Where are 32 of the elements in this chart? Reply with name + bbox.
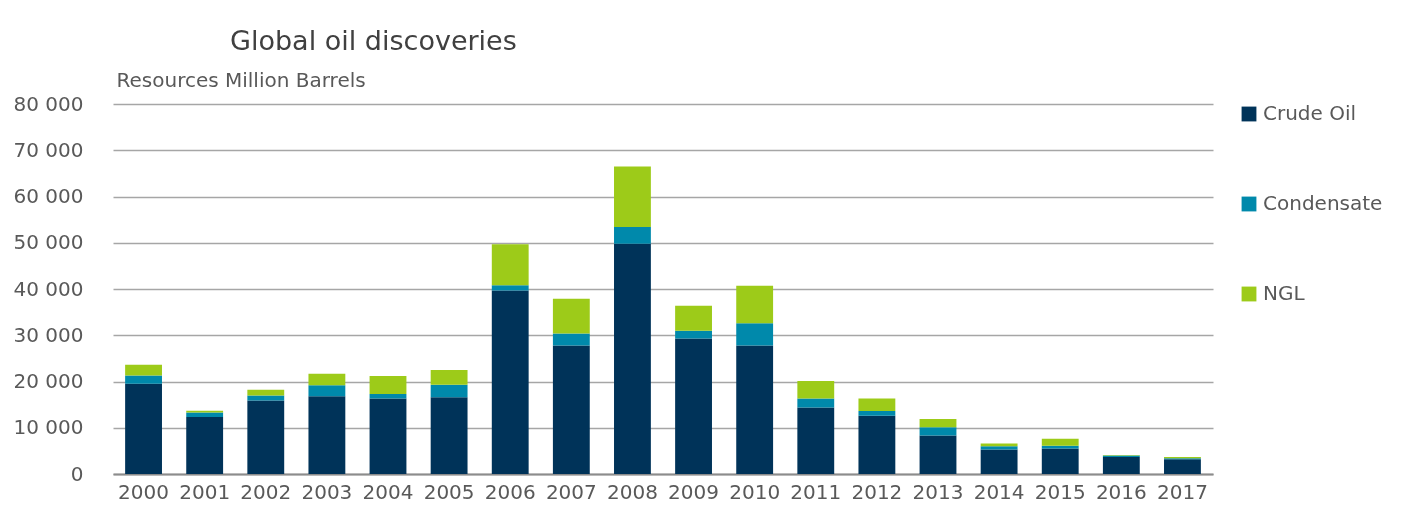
x-tick-label: 2002 [240, 479, 292, 504]
x-tick-label: 2005 [423, 479, 475, 504]
x-tick-label: 2007 [545, 479, 597, 504]
y-tick-label: 10 000 [13, 415, 84, 440]
y-tick-label: 30 000 [13, 322, 84, 347]
legend-label: Condensate [1263, 191, 1383, 215]
x-tick-label: 2001 [179, 479, 231, 504]
x-tick-label: 2017 [1156, 479, 1208, 504]
x-tick-label: 2004 [362, 479, 414, 504]
y-tick-label: 20 000 [13, 369, 84, 393]
x-tick-label: 2011 [790, 479, 842, 504]
legend-label: Crude Oil [1263, 101, 1357, 125]
y-tick-label: 0 [70, 461, 84, 486]
x-tick-label: 2012 [851, 479, 903, 504]
y-tick-label: 40 000 [13, 276, 84, 301]
y-axis-title: Resources Million Barrels [116, 67, 366, 92]
x-tick-label: 2015 [1034, 479, 1086, 504]
x-tick-label: 2008 [606, 479, 658, 504]
x-tick-label: 2010 [729, 479, 781, 504]
x-tick-label: 2000 [118, 479, 170, 504]
x-tick-label: 2014 [973, 479, 1025, 504]
x-tick-label: 2016 [1095, 479, 1147, 504]
y-tick-label: 50 000 [13, 230, 84, 255]
x-tick-label: 2013 [912, 479, 964, 504]
x-tick-label: 2009 [668, 479, 720, 504]
y-tick-label: 80 000 [13, 91, 84, 116]
x-tick-label: 2003 [301, 479, 353, 504]
y-tick-label: 60 000 [13, 184, 84, 208]
legend-label: NGL [1263, 281, 1306, 305]
x-tick-label: 2006 [484, 479, 536, 504]
chart-title: Global oil discoveries [230, 25, 517, 56]
y-tick-label: 70 000 [13, 137, 84, 162]
